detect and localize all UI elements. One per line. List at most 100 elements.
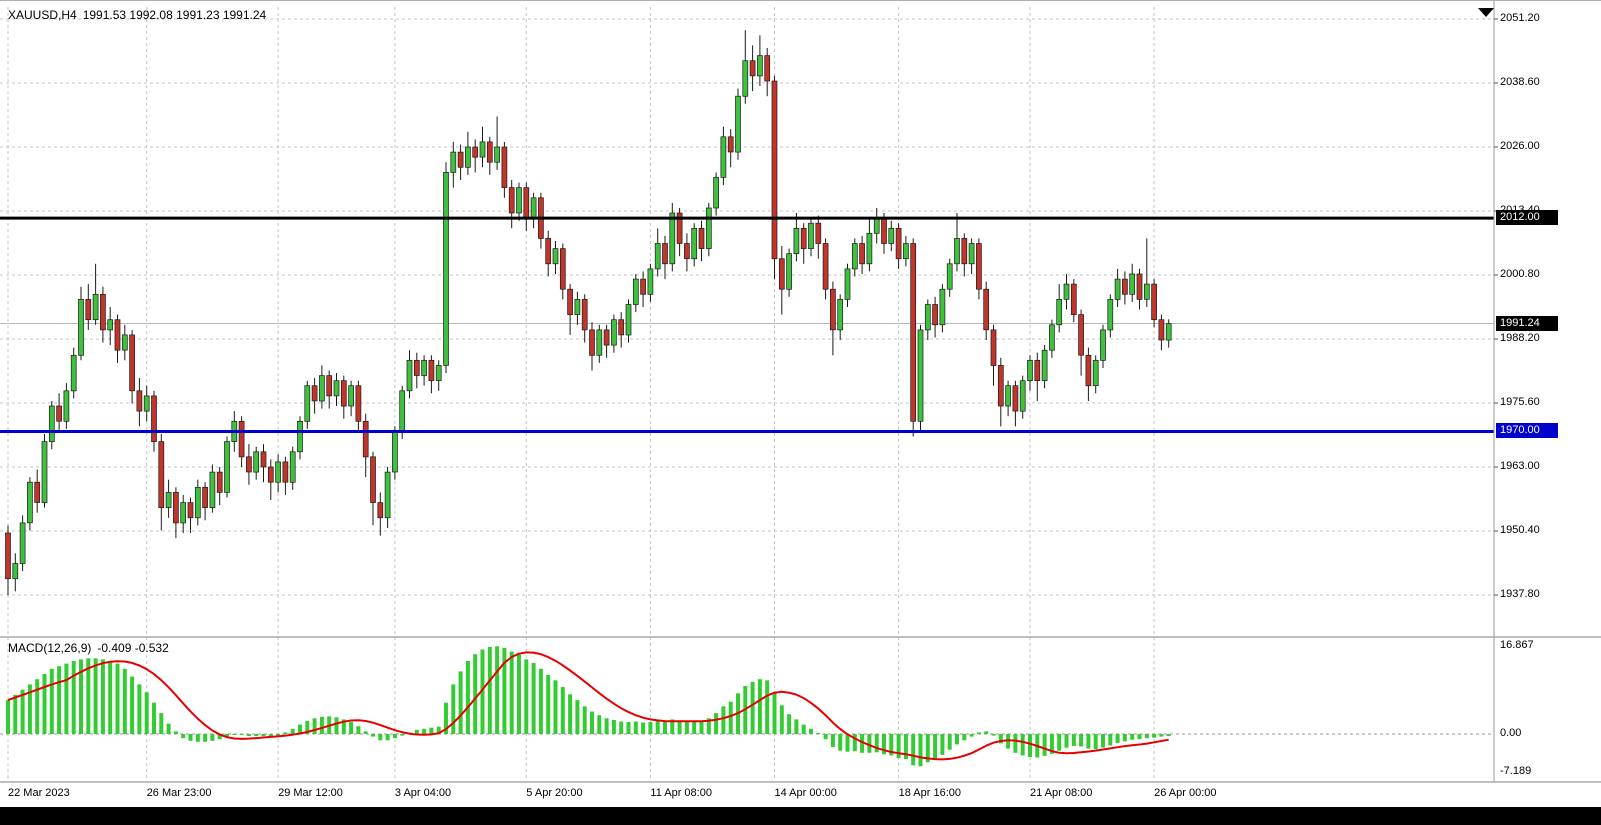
candle — [479, 126, 486, 168]
candle — [990, 324, 997, 386]
candle — [778, 246, 785, 315]
candle — [1114, 268, 1121, 307]
candle — [27, 477, 33, 531]
price-tick-label: 2000.80 — [1500, 268, 1540, 280]
candle — [1143, 238, 1150, 307]
chart-title: XAUUSD,H4 1991.53 1992.08 1991.23 1991.24 — [8, 8, 272, 22]
time-tick-label: 21 Apr 08:00 — [1030, 787, 1093, 799]
candle — [611, 314, 617, 353]
candle — [618, 312, 625, 348]
candle — [538, 192, 544, 249]
candle — [954, 213, 960, 272]
candle — [895, 223, 902, 269]
candle — [304, 380, 311, 429]
candle — [78, 286, 84, 361]
candle — [844, 263, 851, 307]
candle — [786, 248, 792, 297]
price-axis[interactable]: 2051.202038.602026.002013.402000.801988.… — [1495, 1, 1601, 782]
candle — [129, 329, 135, 404]
time-tick-label: 3 Apr 04:00 — [394, 787, 452, 799]
candle — [771, 75, 778, 280]
candle — [194, 479, 201, 526]
time-tick-label: 14 Apr 00:00 — [774, 787, 837, 799]
candle — [370, 451, 376, 526]
price-tick-label: 1937.80 — [1500, 588, 1540, 600]
macd-tick-label: -7.189 — [1500, 764, 1532, 777]
candle — [421, 355, 427, 386]
macd-values-label: -0.409 -0.532 — [97, 641, 169, 655]
candle — [997, 357, 1004, 427]
candle — [494, 116, 500, 170]
candle — [589, 322, 595, 371]
candle — [866, 218, 873, 272]
candle — [815, 215, 822, 259]
candle — [888, 220, 895, 252]
macd-pane — [0, 646, 1494, 767]
time-tick-label: 11 Apr 08:00 — [650, 787, 712, 799]
candle — [567, 284, 573, 335]
candle — [224, 436, 230, 498]
candle — [333, 373, 340, 406]
candle — [246, 444, 252, 485]
candle — [260, 444, 267, 483]
candle — [910, 238, 917, 437]
candle — [698, 220, 705, 262]
candle — [976, 238, 982, 300]
candle — [793, 213, 800, 262]
candle — [640, 271, 646, 307]
candles-layer — [5, 30, 1172, 595]
candle — [253, 446, 260, 480]
candle — [727, 129, 734, 168]
symbol-timeframe-label: XAUUSD,H4 — [8, 8, 77, 22]
candle — [1158, 314, 1165, 351]
candle — [1078, 309, 1084, 376]
candle — [443, 162, 449, 373]
candle — [151, 390, 157, 452]
candle — [465, 131, 471, 175]
candle — [742, 30, 749, 104]
candle — [946, 258, 953, 297]
price-tick-label: 2026.00 — [1500, 140, 1540, 152]
current-price-badge: 1991.24 — [1496, 315, 1558, 331]
candle — [319, 365, 325, 409]
candle — [165, 479, 172, 518]
candle — [523, 182, 530, 231]
candle — [1019, 375, 1026, 419]
candle — [19, 515, 26, 572]
candle — [450, 141, 457, 188]
candle — [574, 291, 581, 325]
candle — [413, 352, 420, 389]
time-axis[interactable]: 22 Mar 2023 26 Mar 23:00 29 Mar 12:00 3 Apr… — [0, 783, 1601, 805]
candle — [384, 467, 391, 528]
candle — [267, 459, 274, 500]
candle — [173, 487, 179, 539]
macd-name-label: MACD(12,26,9) — [8, 641, 92, 655]
candle — [961, 233, 968, 277]
candle — [1136, 268, 1143, 310]
candle — [684, 233, 690, 272]
candle — [377, 492, 384, 536]
candle — [647, 263, 654, 302]
candle — [34, 469, 41, 513]
hline-price-badge-2012: 2012.00 — [1496, 210, 1558, 226]
chart-shift-marker[interactable] — [1478, 8, 1494, 17]
candle — [121, 324, 128, 361]
candle — [1049, 319, 1055, 358]
candle — [1005, 380, 1011, 417]
candle — [705, 202, 712, 257]
candle — [180, 494, 187, 533]
candle — [596, 324, 603, 363]
candle — [932, 296, 938, 338]
candle — [216, 467, 223, 506]
candle — [187, 497, 194, 533]
candle — [1012, 380, 1019, 427]
candle — [676, 208, 683, 257]
time-tick-label: 29 Mar 12:00 — [278, 787, 343, 799]
price-tick-label: 1950.40 — [1500, 524, 1540, 536]
price-tick-label: 1988.20 — [1500, 332, 1540, 344]
candle — [297, 416, 303, 460]
candle — [713, 172, 719, 216]
candle — [143, 385, 150, 422]
